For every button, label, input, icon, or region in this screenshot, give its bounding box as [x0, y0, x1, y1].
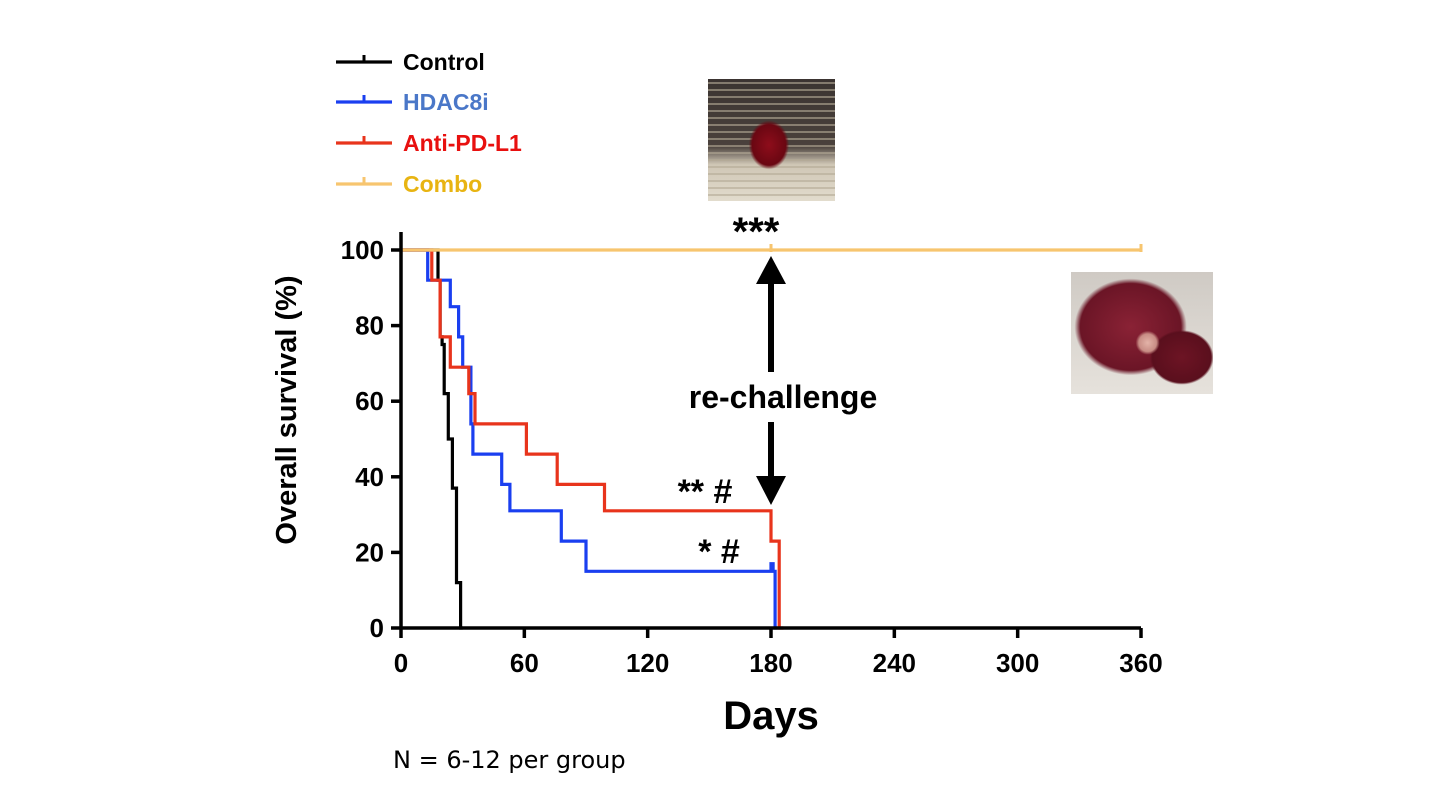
x-tick-label-60: 60 [510, 648, 539, 678]
x-tick-label-360: 360 [1119, 648, 1162, 678]
series-line-anti-pd-l1 [401, 248, 784, 630]
y-tick-label-60: 60 [355, 386, 384, 416]
legend-label-control: Control [403, 49, 485, 75]
y-tick-label-20: 20 [355, 537, 384, 567]
x-axis-title: Days [723, 694, 819, 738]
arrow-up-head [756, 256, 786, 284]
arrow-down-head [756, 476, 786, 505]
x-tick-label-0: 0 [394, 648, 408, 678]
annotations: *** re-challenge ** # * # [678, 210, 878, 571]
x-tick-label-180: 180 [749, 648, 792, 678]
x-tick-label-300: 300 [996, 648, 1039, 678]
tumor-injection-photo [708, 79, 835, 201]
combo-significance: *** [733, 210, 780, 254]
y-tick-label-80: 80 [355, 311, 384, 341]
legend-label-combo: Combo [403, 171, 482, 197]
y-axis-title: Overall survival (%) [271, 275, 303, 544]
anti-pdl1-significance: ** # [678, 473, 733, 511]
legend-label-anti-pd-l1: Anti-PD-L1 [403, 130, 522, 156]
legend-label-hdac8i: HDAC8i [403, 89, 489, 115]
y-tick-label-0: 0 [370, 613, 384, 643]
series-layer [401, 244, 1143, 630]
hdac8i-significance: * # [698, 533, 740, 571]
x-tick-label-240: 240 [873, 648, 916, 678]
sample-size-note: N = 6-12 per group [393, 746, 626, 774]
axes: 0 60 120 180 240 300 360 0 20 40 60 80 100 Days Overal… [271, 232, 1163, 738]
y-tick-label-100: 100 [341, 235, 384, 265]
rechallenge-label: re-challenge [689, 379, 878, 415]
series-line-hdac8i [401, 248, 778, 630]
legend: Control HDAC8i Anti-PD-L1 Combo [336, 49, 522, 197]
x-tick-label-120: 120 [626, 648, 669, 678]
liver-tumor-photo [1071, 272, 1213, 394]
y-tick-label-40: 40 [355, 462, 384, 492]
